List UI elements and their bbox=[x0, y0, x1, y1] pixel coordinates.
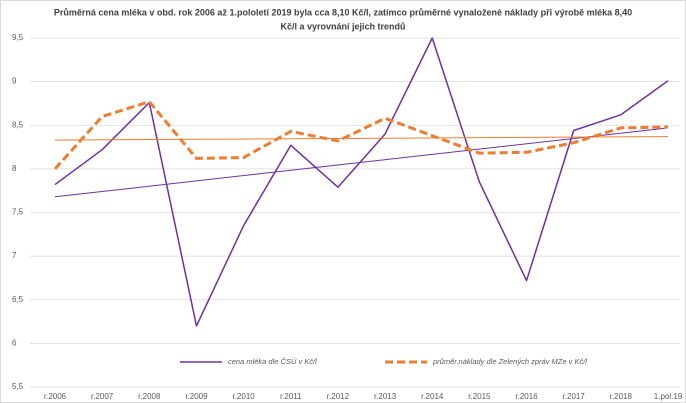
y-tick-label: 9 bbox=[12, 77, 17, 86]
chart-title: Kč/l a vyrovnání jejich trendů bbox=[280, 21, 405, 31]
x-tick-label: r.2017 bbox=[563, 392, 586, 401]
x-tick-label: r.2012 bbox=[327, 392, 350, 401]
legend-label: průměr.náklady dle Zelených zpráv MZe v … bbox=[432, 357, 587, 366]
x-tick-label: r.2006 bbox=[44, 392, 67, 401]
y-tick-label: 5,5 bbox=[12, 382, 24, 391]
series-line bbox=[53, 100, 669, 170]
x-tick-label: r.2009 bbox=[185, 392, 208, 401]
x-tick-label: r.2015 bbox=[468, 392, 491, 401]
y-tick-label: 9,5 bbox=[12, 33, 24, 42]
x-tick-label: r.2018 bbox=[610, 392, 633, 401]
trend-line bbox=[54, 136, 669, 141]
y-tick-label: 8,5 bbox=[12, 120, 24, 129]
x-tick-label: r.2011 bbox=[280, 392, 302, 401]
x-tick-label: r.2007 bbox=[91, 392, 114, 401]
y-tick-label: 8 bbox=[12, 164, 17, 173]
x-tick-label: r.2008 bbox=[138, 392, 161, 401]
y-tick-label: 6 bbox=[12, 338, 17, 347]
y-tick-label: 7 bbox=[12, 251, 17, 260]
y-tick-label: 6,5 bbox=[12, 295, 24, 304]
x-tick-label: r.2014 bbox=[421, 392, 444, 401]
x-tick-label: r.2016 bbox=[515, 392, 538, 401]
trend-line bbox=[54, 127, 669, 198]
x-tick-label: r.2010 bbox=[232, 392, 255, 401]
chart-title: Průměrná cena mléka v obd. rok 2006 až 1… bbox=[54, 7, 632, 17]
x-tick-label: 1.pol.19 bbox=[654, 392, 683, 401]
x-tick-label: r.2013 bbox=[374, 392, 397, 401]
y-tick-label: 7,5 bbox=[12, 208, 24, 217]
legend-label: cena mléka dle ČSÚ v Kč/l bbox=[228, 357, 317, 366]
